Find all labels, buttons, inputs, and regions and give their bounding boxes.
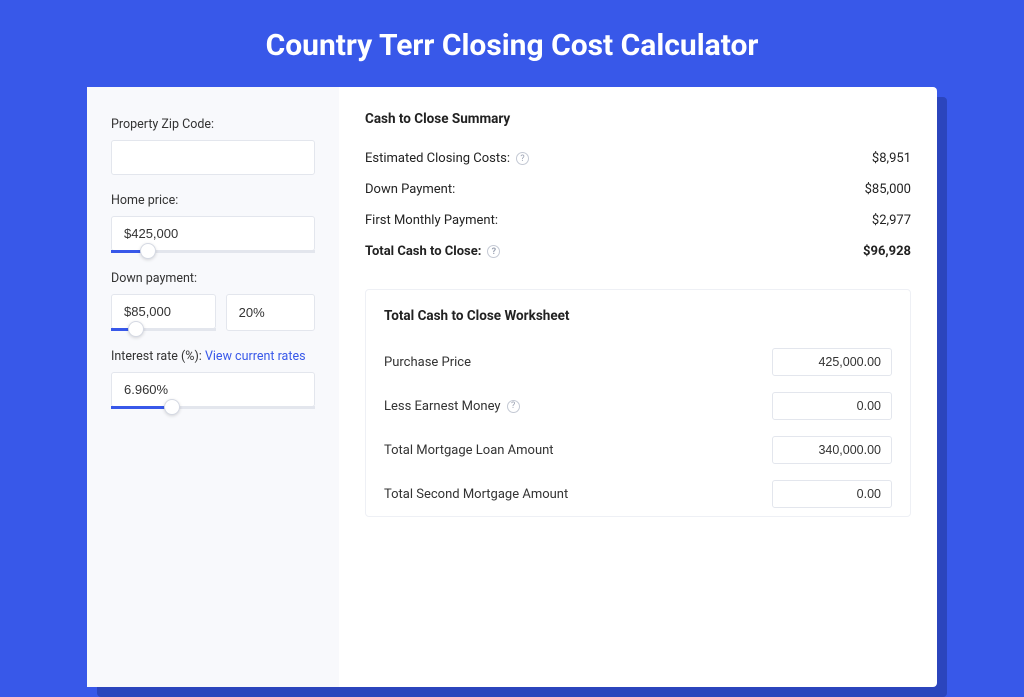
down-payment-slider[interactable] xyxy=(111,294,216,331)
worksheet-label: Total Mortgage Loan Amount xyxy=(384,443,554,458)
input-sidebar: Property Zip Code: Home price: Down paym… xyxy=(87,87,339,687)
worksheet-value-input[interactable] xyxy=(772,480,892,508)
worksheet-label: Total Second Mortgage Amount xyxy=(384,487,568,502)
down-payment-label: Down payment: xyxy=(111,271,315,286)
worksheet-row: Purchase Price xyxy=(384,340,892,384)
worksheet-row: Total Mortgage Loan Amount xyxy=(384,428,892,472)
summary-label-text: First Monthly Payment: xyxy=(365,213,498,228)
worksheet-row: Total Second Mortgage Amount xyxy=(384,472,892,516)
interest-label-text: Interest rate (%): xyxy=(111,349,205,364)
summary-value: $8,951 xyxy=(872,151,911,166)
summary-row: Down Payment: $85,000 xyxy=(365,174,911,205)
home-price-slider[interactable] xyxy=(111,216,315,253)
summary-label: Estimated Closing Costs:? xyxy=(365,151,529,166)
calculator-panel: Property Zip Code: Home price: Down paym… xyxy=(87,87,937,687)
view-rates-link[interactable]: View current rates xyxy=(205,349,306,364)
summary-value: $96,928 xyxy=(863,244,911,259)
summary-label-text: Estimated Closing Costs: xyxy=(365,151,510,166)
summary-label-text: Total Cash to Close: xyxy=(365,244,481,259)
worksheet-title: Total Cash to Close Worksheet xyxy=(384,308,892,324)
worksheet-label-text: Total Mortgage Loan Amount xyxy=(384,443,554,458)
home-price-thumb[interactable] xyxy=(140,243,156,259)
zip-group: Property Zip Code: xyxy=(111,117,315,175)
summary-title: Cash to Close Summary xyxy=(365,111,911,127)
summary-row: Total Cash to Close:? $96,928 xyxy=(365,236,911,267)
worksheet-label-text: Purchase Price xyxy=(384,355,471,370)
zip-input[interactable] xyxy=(111,140,315,175)
summary-value: $85,000 xyxy=(865,182,911,197)
results-panel: Cash to Close Summary Estimated Closing … xyxy=(339,87,937,687)
calculator-container: Property Zip Code: Home price: Down paym… xyxy=(87,87,937,687)
summary-label-text: Down Payment: xyxy=(365,182,455,197)
zip-label: Property Zip Code: xyxy=(111,117,315,132)
help-icon[interactable]: ? xyxy=(507,400,520,413)
help-icon[interactable]: ? xyxy=(516,152,529,165)
page-title: Country Terr Closing Cost Calculator xyxy=(0,0,1024,87)
interest-thumb[interactable] xyxy=(164,399,180,415)
down-payment-pct-input[interactable] xyxy=(226,294,315,331)
summary-row: Estimated Closing Costs:? $8,951 xyxy=(365,143,911,174)
down-payment-group: Down payment: xyxy=(111,271,315,331)
summary-label: Total Cash to Close:? xyxy=(365,244,500,259)
down-payment-input[interactable] xyxy=(111,294,216,329)
worksheet-label: Less Earnest Money? xyxy=(384,399,520,414)
worksheet-rows: Purchase Price Less Earnest Money? Total M… xyxy=(384,340,892,516)
interest-label: Interest rate (%): View current rates xyxy=(111,349,315,364)
worksheet-row: Less Earnest Money? xyxy=(384,384,892,428)
down-payment-thumb[interactable] xyxy=(128,321,144,337)
home-price-track xyxy=(111,250,315,253)
home-price-label: Home price: xyxy=(111,193,315,208)
worksheet-label-text: Total Second Mortgage Amount xyxy=(384,487,568,502)
down-payment-track xyxy=(111,328,216,331)
home-price-group: Home price: xyxy=(111,193,315,253)
help-icon[interactable]: ? xyxy=(487,245,500,258)
worksheet-label: Purchase Price xyxy=(384,355,471,370)
worksheet-value-input[interactable] xyxy=(772,392,892,420)
worksheet-value-input[interactable] xyxy=(772,436,892,464)
summary-label: Down Payment: xyxy=(365,182,455,197)
interest-fill xyxy=(111,406,172,409)
interest-input[interactable] xyxy=(111,372,315,407)
summary-rows: Estimated Closing Costs:? $8,951 Down Paym… xyxy=(365,143,911,267)
interest-track xyxy=(111,406,315,409)
summary-row: First Monthly Payment: $2,977 xyxy=(365,205,911,236)
summary-label: First Monthly Payment: xyxy=(365,213,498,228)
worksheet-value-input[interactable] xyxy=(772,348,892,376)
worksheet-section: Total Cash to Close Worksheet Purchase P… xyxy=(365,289,911,517)
interest-group: Interest rate (%): View current rates xyxy=(111,349,315,409)
summary-value: $2,977 xyxy=(872,213,911,228)
interest-slider[interactable] xyxy=(111,372,315,409)
worksheet-label-text: Less Earnest Money xyxy=(384,399,501,414)
